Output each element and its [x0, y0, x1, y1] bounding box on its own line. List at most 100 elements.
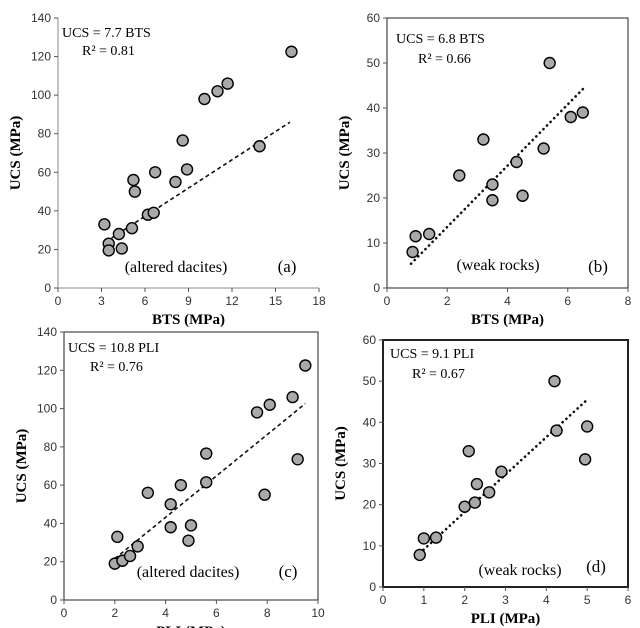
- y-tick-label: 40: [363, 415, 377, 429]
- data-point: [115, 242, 129, 255]
- rock-type-label: (weak rocks): [456, 257, 539, 274]
- panel-label: (d): [586, 557, 606, 576]
- data-point: [422, 227, 436, 241]
- data-point: [164, 521, 177, 534]
- y-axis-title: UCS (MPa): [8, 116, 24, 191]
- data-point: [200, 447, 213, 460]
- x-tick-label: 15: [269, 294, 283, 308]
- trendline: [409, 87, 585, 266]
- data-point: [147, 206, 160, 219]
- data-point: [453, 169, 466, 182]
- data-point: [429, 531, 443, 544]
- x-tick-label: 0: [61, 606, 68, 620]
- data-point: [482, 486, 496, 499]
- x-axis-title: PLI (MPa): [471, 611, 541, 627]
- r-squared-label: R² = 0.66: [418, 52, 471, 67]
- x-tick-label: 9: [185, 294, 192, 308]
- x-tick-label: 4: [504, 294, 511, 308]
- y-tick-label: 60: [38, 165, 52, 179]
- x-tick-label: 0: [380, 593, 387, 607]
- y-tick-label: 50: [363, 374, 377, 388]
- data-point: [580, 420, 594, 433]
- x-tick-label: 18: [312, 294, 326, 308]
- x-tick-label: 2: [111, 606, 118, 620]
- y-tick-label: 10: [367, 236, 381, 250]
- x-tick-label: 4: [162, 606, 169, 620]
- y-tick-label: 0: [50, 593, 57, 607]
- y-tick-label: 120: [37, 363, 57, 377]
- x-axis-title: BTS (MPa): [471, 312, 544, 328]
- data-point: [174, 478, 188, 492]
- x-tick-label: 2: [444, 294, 451, 308]
- y-tick-label: 60: [44, 478, 58, 492]
- y-tick-label: 60: [363, 333, 377, 347]
- panel-a: 0 3 6 9 12 15 18 0 20 40 60 80 100 120 140 BTS (MPa) UCS…: [8, 11, 326, 328]
- data-point: [182, 534, 195, 547]
- data-point: [125, 222, 139, 235]
- x-tick-label: 6: [625, 593, 632, 607]
- x-axis-title: BTS (MPa): [152, 312, 225, 328]
- data-point: [102, 244, 115, 257]
- data-point: [486, 178, 499, 191]
- x-tick-label: 2: [461, 593, 468, 607]
- data-point: [477, 133, 490, 146]
- panel-label: (a): [278, 257, 297, 276]
- data-point: [141, 486, 155, 499]
- data-point: [470, 477, 484, 491]
- data-point: [258, 488, 271, 501]
- data-point: [184, 519, 198, 532]
- y-tick-label: 20: [363, 498, 377, 512]
- x-tick-label: 10: [311, 606, 325, 620]
- data-point: [548, 374, 561, 388]
- data-point: [413, 548, 426, 562]
- x-tick-label: 6: [564, 294, 571, 308]
- y-tick-label: 40: [367, 101, 381, 115]
- x-tick-label: 4: [543, 593, 550, 607]
- y-tick-label: 140: [37, 325, 57, 339]
- data-point: [510, 155, 523, 169]
- data-point: [200, 476, 213, 489]
- y-tick-label: 80: [38, 127, 52, 141]
- data-point: [486, 194, 499, 207]
- data-point: [111, 530, 124, 544]
- data-point: [406, 245, 419, 259]
- data-point: [458, 500, 471, 513]
- data-point: [462, 444, 475, 458]
- x-tick-label: 0: [384, 294, 391, 308]
- y-axis-title: UCS (MPa): [14, 429, 30, 504]
- y-tick-label: 20: [367, 191, 381, 205]
- data-point: [285, 45, 298, 58]
- y-tick-label: 100: [37, 402, 57, 416]
- rock-type-label: (altered dacites): [125, 259, 228, 276]
- data-point: [543, 56, 556, 70]
- y-tick-label: 0: [369, 580, 376, 594]
- data-point: [299, 359, 312, 372]
- data-point: [576, 106, 590, 119]
- y-tick-label: 50: [367, 56, 381, 70]
- x-axis-title: PLI (MPa): [156, 624, 226, 628]
- y-tick-label: 10: [363, 539, 377, 553]
- data-point: [98, 218, 111, 231]
- x-tick-label: 3: [98, 294, 105, 308]
- y-tick-label: 0: [44, 281, 51, 295]
- data-point: [180, 163, 194, 176]
- data-point: [286, 390, 299, 404]
- y-axis-title: UCS (MPa): [337, 116, 353, 191]
- data-point: [537, 142, 550, 155]
- y-tick-label: 60: [367, 11, 381, 25]
- x-tick-label: 0: [55, 294, 62, 308]
- data-point: [123, 549, 137, 563]
- r-squared-label: R² = 0.76: [90, 360, 143, 375]
- data-point: [409, 230, 422, 243]
- data-point: [291, 453, 304, 466]
- y-tick-label: 140: [31, 11, 51, 25]
- equation-label: UCS = 10.8 PLI: [68, 341, 159, 356]
- y-tick-label: 30: [367, 146, 381, 160]
- panel-b: 0 2 4 6 8 0 10 20 30 40 50 60 BTS (MPa) UCS (MPa) UCS …: [337, 11, 632, 328]
- y-tick-label: 20: [44, 555, 58, 569]
- data-point: [221, 77, 234, 90]
- x-tick-label: 3: [502, 593, 509, 607]
- data-point: [468, 496, 482, 509]
